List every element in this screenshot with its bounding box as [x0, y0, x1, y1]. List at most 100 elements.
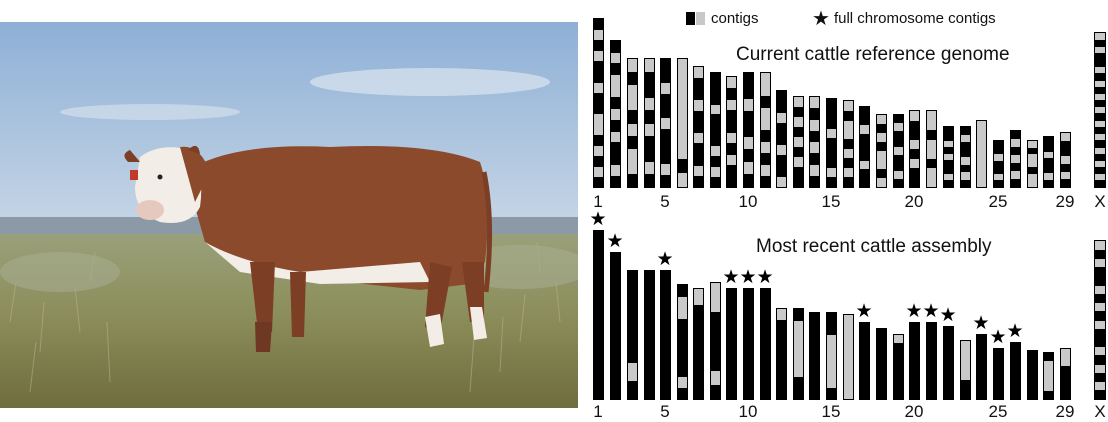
contig-band [926, 130, 936, 140]
assembly-chromosome-10 [742, 288, 754, 400]
contig-band [993, 180, 1003, 187]
full-chromosome-star-icon: ★ [939, 305, 957, 326]
reference-chromosome-25 [992, 140, 1004, 188]
contig-band [1095, 166, 1105, 175]
axis-label: X [1094, 402, 1106, 421]
contig-band [693, 110, 703, 123]
contig-band [993, 167, 1003, 175]
assembly-chromosome-28 [1042, 352, 1054, 400]
contig-band [710, 341, 720, 357]
contig-band [593, 40, 603, 52]
contig-band [1027, 391, 1037, 399]
full-chromosome-star-icon: ★ [922, 301, 940, 322]
reference-chromosome-7 [692, 66, 704, 188]
contig-band [809, 175, 819, 187]
contig-band [993, 141, 1003, 148]
black-swatch-icon [686, 12, 695, 25]
contig-band [610, 153, 620, 166]
contig-band [809, 108, 819, 120]
contig-band [909, 323, 919, 399]
full-chromosome-star-icon: ★ [1006, 321, 1024, 342]
reference-chromosome-9 [725, 76, 737, 188]
contig-band [993, 160, 1003, 168]
assembly-chromosome-7 [692, 288, 704, 400]
contig-band [627, 174, 637, 187]
contig-band [859, 323, 869, 399]
contig-band [926, 323, 936, 399]
contig-band [960, 389, 970, 399]
assembly-chromosome-4 [643, 270, 655, 400]
contig-band [627, 289, 637, 309]
contig-band [1095, 59, 1105, 68]
axis-label: X [1094, 192, 1106, 211]
axis-label: 20 [904, 402, 924, 421]
contig-band [1027, 359, 1037, 368]
reference-chromosome-13 [792, 96, 804, 188]
contig-band [710, 326, 720, 342]
contig-band [743, 110, 753, 125]
contig-band [809, 153, 819, 165]
axis-label: 20 [904, 192, 924, 211]
contig-band [1095, 39, 1105, 48]
contig-band [760, 289, 770, 399]
contig-band [1095, 113, 1105, 121]
reference-chromosome-8 [709, 72, 721, 188]
assembly-chromosome-1 [592, 230, 604, 400]
full-chromosome-star-icon: ★ [905, 301, 923, 322]
contig-band [710, 73, 720, 84]
axis-label: 1 [593, 192, 603, 211]
contig-band [760, 130, 770, 142]
contig-band [859, 115, 869, 126]
contig-band [776, 123, 786, 135]
contig-band [893, 367, 903, 376]
contig-band [644, 71, 654, 86]
contig-band [776, 342, 786, 355]
contig-band [1060, 148, 1070, 157]
contig-band [627, 325, 637, 345]
contig-band [793, 309, 803, 321]
reference-chromosome-6 [676, 58, 688, 188]
contig-band [893, 383, 903, 392]
contig-band [1010, 147, 1020, 156]
assembly-chromosome-23 [959, 340, 971, 400]
contig-band [610, 119, 620, 132]
contig-band [859, 151, 869, 161]
contig-band [1095, 86, 1105, 95]
contig-band [644, 110, 654, 124]
contig-band [893, 131, 903, 140]
reference-chromosome-17 [858, 106, 870, 188]
contig-band [843, 139, 853, 150]
contig-band [859, 142, 869, 152]
reference-chromosome-23 [959, 126, 971, 188]
reference-chromosome-2 [609, 40, 621, 188]
contig-band [1060, 163, 1070, 172]
contig-band [677, 319, 687, 332]
contig-band [1043, 353, 1053, 361]
assembly-chromosome-27 [1026, 350, 1038, 400]
contig-band [743, 289, 753, 399]
contig-band [876, 329, 886, 339]
contig-band [710, 93, 720, 105]
assembly-chromosome-6 [676, 284, 688, 400]
contig-band [826, 323, 836, 335]
contig-band [1095, 249, 1105, 260]
contig-band [793, 106, 803, 118]
contig-band [843, 110, 853, 121]
contig-band [1095, 53, 1105, 61]
contig-band [1010, 343, 1020, 399]
contig-band [1095, 311, 1105, 321]
contig-band [660, 93, 670, 107]
axis-label: 5 [660, 192, 670, 211]
contig-band [943, 133, 953, 141]
contig-band [644, 84, 654, 99]
contig-band [1043, 158, 1053, 166]
contig-band [693, 320, 703, 337]
contig-band [1027, 167, 1037, 175]
star-icon: ★ [812, 7, 830, 30]
full-chromosome-star-icon: ★ [589, 209, 607, 230]
contig-band [859, 133, 869, 143]
contig-band [1095, 337, 1105, 348]
full-chromosome-star-icon: ★ [972, 313, 990, 334]
contig-band [1095, 99, 1105, 108]
contig-band [1043, 137, 1053, 145]
